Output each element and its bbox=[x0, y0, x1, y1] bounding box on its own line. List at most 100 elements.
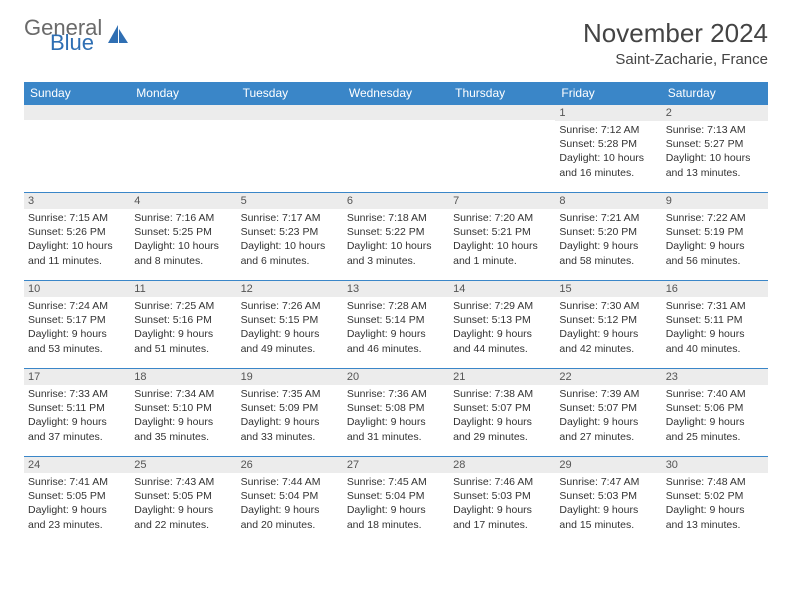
daylight-text: Daylight: 9 hours and 23 minutes. bbox=[28, 503, 126, 531]
sunset-text: Sunset: 5:11 PM bbox=[666, 313, 764, 327]
day-content: Sunrise: 7:35 AMSunset: 5:09 PMDaylight:… bbox=[241, 387, 339, 444]
day-content: Sunrise: 7:48 AMSunset: 5:02 PMDaylight:… bbox=[666, 475, 764, 532]
day-content: Sunrise: 7:12 AMSunset: 5:28 PMDaylight:… bbox=[559, 123, 657, 180]
sunset-text: Sunset: 5:07 PM bbox=[559, 401, 657, 415]
sunrise-text: Sunrise: 7:22 AM bbox=[666, 211, 764, 225]
daylight-text: Daylight: 10 hours and 1 minute. bbox=[453, 239, 551, 267]
day-number: 2 bbox=[662, 105, 768, 121]
day-number: 12 bbox=[237, 281, 343, 297]
day-content: Sunrise: 7:31 AMSunset: 5:11 PMDaylight:… bbox=[666, 299, 764, 356]
sunrise-text: Sunrise: 7:25 AM bbox=[134, 299, 232, 313]
calendar-cell: 16Sunrise: 7:31 AMSunset: 5:11 PMDayligh… bbox=[662, 281, 768, 369]
sunset-text: Sunset: 5:21 PM bbox=[453, 225, 551, 239]
sunset-text: Sunset: 5:05 PM bbox=[134, 489, 232, 503]
sail-icon bbox=[106, 23, 130, 50]
day-number: 19 bbox=[237, 369, 343, 385]
day-content: Sunrise: 7:43 AMSunset: 5:05 PMDaylight:… bbox=[134, 475, 232, 532]
calendar-cell: 8Sunrise: 7:21 AMSunset: 5:20 PMDaylight… bbox=[555, 193, 661, 281]
day-number: 17 bbox=[24, 369, 130, 385]
sunset-text: Sunset: 5:15 PM bbox=[241, 313, 339, 327]
calendar-cell bbox=[130, 105, 236, 193]
day-number: 18 bbox=[130, 369, 236, 385]
calendar-cell bbox=[449, 105, 555, 193]
sunset-text: Sunset: 5:02 PM bbox=[666, 489, 764, 503]
daylight-text: Daylight: 9 hours and 13 minutes. bbox=[666, 503, 764, 531]
sunset-text: Sunset: 5:03 PM bbox=[559, 489, 657, 503]
calendar-cell: 15 Sunrise: 7:30 AMSunset: 5:12 PMDayligh… bbox=[555, 281, 661, 369]
calendar-cell: 11Sunrise: 7:25 AMSunset: 5:16 PMDayligh… bbox=[130, 281, 236, 369]
sunset-text: Sunset: 5:04 PM bbox=[347, 489, 445, 503]
day-content: Sunrise: 7:30 AMSunset: 5:12 PMDaylight:… bbox=[559, 299, 657, 356]
daylight-text: Daylight: 9 hours and 25 minutes. bbox=[666, 415, 764, 443]
daylight-text: Daylight: 10 hours and 13 minutes. bbox=[666, 151, 764, 179]
day-number: 14 bbox=[449, 281, 555, 297]
daylight-text: Daylight: 9 hours and 29 minutes. bbox=[453, 415, 551, 443]
daylight-text: Daylight: 10 hours and 8 minutes. bbox=[134, 239, 232, 267]
sunset-text: Sunset: 5:28 PM bbox=[559, 137, 657, 151]
sunrise-text: Sunrise: 7:45 AM bbox=[347, 475, 445, 489]
calendar-cell: 12Sunrise: 7:26 AMSunset: 5:15 PMDayligh… bbox=[237, 281, 343, 369]
calendar-cell bbox=[343, 105, 449, 193]
sunrise-text: Sunrise: 7:30 AM bbox=[559, 299, 657, 313]
daylight-text: Daylight: 9 hours and 33 minutes. bbox=[241, 415, 339, 443]
calendar-cell: 30 Sunrise: 7:48 AMSunset: 5:02 PMDayligh… bbox=[662, 457, 768, 545]
sunrise-text: Sunrise: 7:38 AM bbox=[453, 387, 551, 401]
daylight-text: Daylight: 9 hours and 42 minutes. bbox=[559, 327, 657, 355]
day-header: Monday bbox=[130, 82, 236, 105]
sunrise-text: Sunrise: 7:31 AM bbox=[666, 299, 764, 313]
daylight-text: Daylight: 9 hours and 35 minutes. bbox=[134, 415, 232, 443]
day-number bbox=[449, 105, 555, 120]
sunset-text: Sunset: 5:27 PM bbox=[666, 137, 764, 151]
sunrise-text: Sunrise: 7:43 AM bbox=[134, 475, 232, 489]
sunset-text: Sunset: 5:25 PM bbox=[134, 225, 232, 239]
sunrise-text: Sunrise: 7:29 AM bbox=[453, 299, 551, 313]
day-content: Sunrise: 7:46 AMSunset: 5:03 PMDaylight:… bbox=[453, 475, 551, 532]
day-number: 1 bbox=[555, 105, 661, 121]
day-content: Sunrise: 7:18 AMSunset: 5:22 PMDaylight:… bbox=[347, 211, 445, 268]
sunrise-text: Sunrise: 7:28 AM bbox=[347, 299, 445, 313]
day-content: Sunrise: 7:15 AMSunset: 5:26 PMDaylight:… bbox=[28, 211, 126, 268]
sunset-text: Sunset: 5:14 PM bbox=[347, 313, 445, 327]
calendar-cell: 13 Sunrise: 7:28 AMSunset: 5:14 PMDayligh… bbox=[343, 281, 449, 369]
sunset-text: Sunset: 5:08 PM bbox=[347, 401, 445, 415]
calendar-table: Sunday Monday Tuesday Wednesday Thursday… bbox=[24, 82, 768, 545]
sunset-text: Sunset: 5:20 PM bbox=[559, 225, 657, 239]
day-content: Sunrise: 7:41 AMSunset: 5:05 PMDaylight:… bbox=[28, 475, 126, 532]
calendar-cell: 2Sunrise: 7:13 AMSunset: 5:27 PMDaylight… bbox=[662, 105, 768, 193]
day-number: 30 bbox=[662, 457, 768, 473]
daylight-text: Daylight: 9 hours and 18 minutes. bbox=[347, 503, 445, 531]
day-content: Sunrise: 7:28 AMSunset: 5:14 PMDaylight:… bbox=[347, 299, 445, 356]
day-header: Wednesday bbox=[343, 82, 449, 105]
day-number: 15 bbox=[555, 281, 661, 297]
daylight-text: Daylight: 9 hours and 40 minutes. bbox=[666, 327, 764, 355]
sunset-text: Sunset: 5:07 PM bbox=[453, 401, 551, 415]
calendar-cell: 17 Sunrise: 7:33 AMSunset: 5:11 PMDayligh… bbox=[24, 369, 130, 457]
sunrise-text: Sunrise: 7:39 AM bbox=[559, 387, 657, 401]
daylight-text: Daylight: 9 hours and 44 minutes. bbox=[453, 327, 551, 355]
sunrise-text: Sunrise: 7:41 AM bbox=[28, 475, 126, 489]
daylight-text: Daylight: 9 hours and 46 minutes. bbox=[347, 327, 445, 355]
calendar-cell: 6Sunrise: 7:18 AMSunset: 5:22 PMDaylight… bbox=[343, 193, 449, 281]
month-title: November 2024 bbox=[583, 18, 768, 49]
calendar-cell: 1 Sunrise: 7:12 AMSunset: 5:28 PMDaylight… bbox=[555, 105, 661, 193]
calendar-cell: 18Sunrise: 7:34 AMSunset: 5:10 PMDayligh… bbox=[130, 369, 236, 457]
day-content: Sunrise: 7:39 AMSunset: 5:07 PMDaylight:… bbox=[559, 387, 657, 444]
day-content: Sunrise: 7:33 AMSunset: 5:11 PMDaylight:… bbox=[28, 387, 126, 444]
daylight-text: Daylight: 9 hours and 53 minutes. bbox=[28, 327, 126, 355]
calendar-row: 10Sunrise: 7:24 AMSunset: 5:17 PMDayligh… bbox=[24, 281, 768, 369]
sunset-text: Sunset: 5:26 PM bbox=[28, 225, 126, 239]
sunset-text: Sunset: 5:23 PM bbox=[241, 225, 339, 239]
day-number: 25 bbox=[130, 457, 236, 473]
sunset-text: Sunset: 5:06 PM bbox=[666, 401, 764, 415]
day-header: Sunday bbox=[24, 82, 130, 105]
calendar-cell bbox=[237, 105, 343, 193]
sunrise-text: Sunrise: 7:47 AM bbox=[559, 475, 657, 489]
sunset-text: Sunset: 5:09 PM bbox=[241, 401, 339, 415]
calendar-row: 17 Sunrise: 7:33 AMSunset: 5:11 PMDayligh… bbox=[24, 369, 768, 457]
daylight-text: Daylight: 10 hours and 16 minutes. bbox=[559, 151, 657, 179]
day-number: 23 bbox=[662, 369, 768, 385]
day-number: 10 bbox=[24, 281, 130, 297]
calendar-cell: 27Sunrise: 7:45 AMSunset: 5:04 PMDayligh… bbox=[343, 457, 449, 545]
calendar-cell: 28Sunrise: 7:46 AMSunset: 5:03 PMDayligh… bbox=[449, 457, 555, 545]
day-number: 13 bbox=[343, 281, 449, 297]
